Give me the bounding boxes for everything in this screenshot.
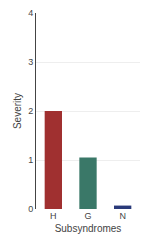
- svg-text:2: 2: [28, 106, 33, 116]
- svg-text:Severity: Severity: [12, 93, 23, 129]
- svg-text:Subsyndromes: Subsyndromes: [55, 223, 122, 234]
- svg-text:1: 1: [28, 155, 33, 165]
- svg-text:0: 0: [28, 204, 33, 214]
- svg-text:H: H: [50, 211, 57, 221]
- svg-text:G: G: [84, 211, 91, 221]
- svg-text:3: 3: [28, 57, 33, 67]
- svg-text:4: 4: [28, 8, 33, 18]
- svg-text:N: N: [119, 211, 126, 221]
